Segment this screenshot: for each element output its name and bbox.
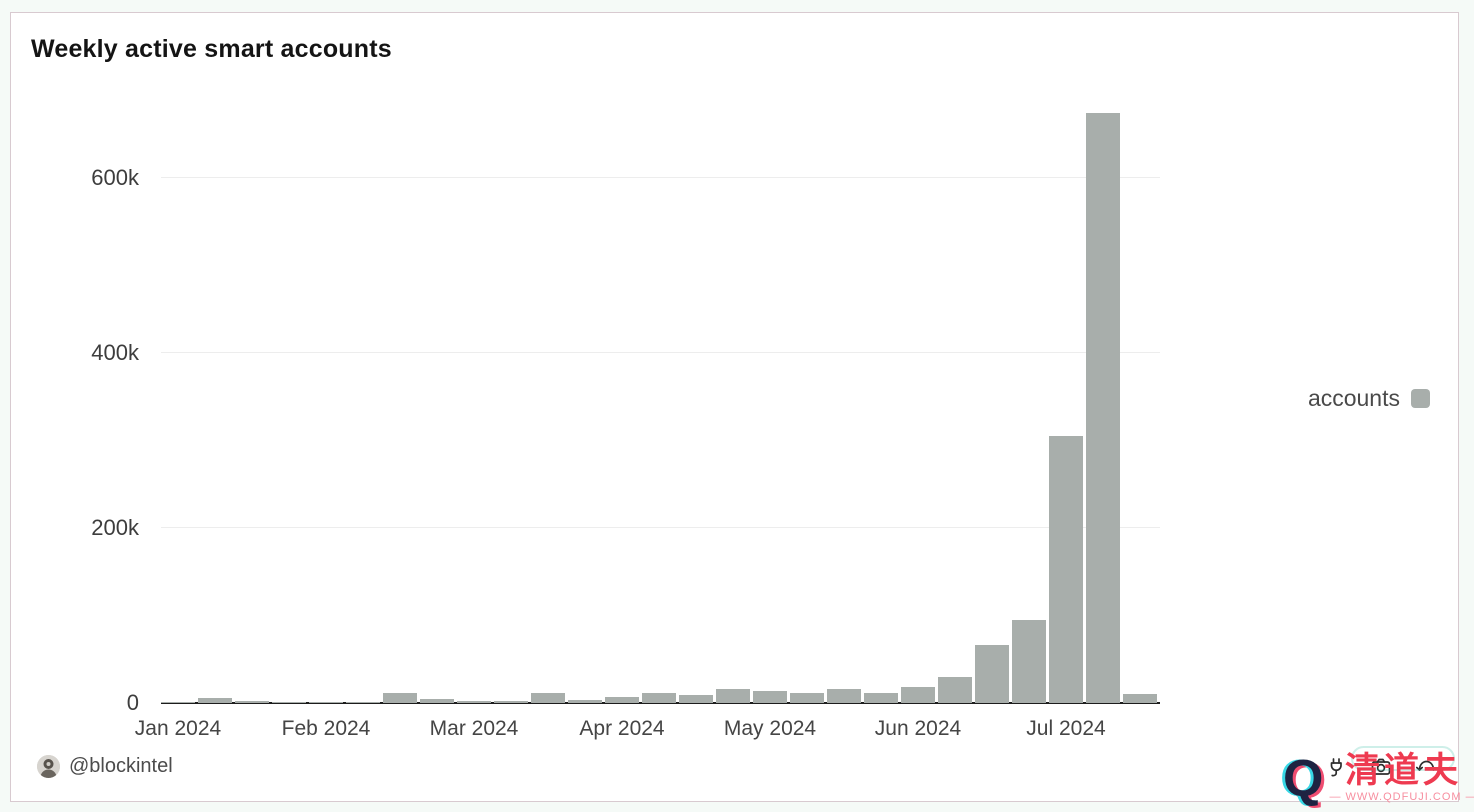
bar[interactable]	[346, 702, 380, 703]
avatar-image	[37, 755, 60, 778]
watermark-logo-q: Q	[1283, 750, 1324, 808]
x-axis-tick-label: May 2024	[723, 717, 817, 740]
watermark-text: 清道夫 — WWW.QDFUJI.COM —	[1329, 751, 1474, 803]
gridline	[161, 352, 1160, 354]
x-axis-tick-label: Feb 2024	[281, 717, 371, 740]
bar[interactable]	[753, 690, 787, 703]
watermark: Q 清道夫 — WWW.QDFUJI.COM —	[1283, 751, 1474, 807]
bar[interactable]	[383, 692, 417, 703]
bar[interactable]	[309, 702, 343, 703]
bar[interactable]	[457, 701, 491, 703]
author-handle: @blockintel	[69, 755, 173, 777]
x-axis-line	[161, 702, 1160, 704]
author-link[interactable]: @blockintel	[37, 755, 173, 778]
bar[interactable]	[827, 689, 861, 703]
gridline	[161, 177, 1160, 179]
gridline	[161, 527, 1160, 529]
y-axis-tick-label: 400k	[91, 340, 139, 366]
x-axis-tick-label: Apr 2024	[579, 717, 665, 740]
bar[interactable]	[605, 696, 639, 703]
bar[interactable]	[1123, 694, 1157, 703]
watermark-brand: 清道夫	[1345, 751, 1463, 790]
toolbar	[1323, 753, 1438, 793]
footer: @blockintel	[37, 753, 1438, 793]
bar[interactable]	[161, 702, 195, 703]
x-axis-tick-label: Jul 2024	[1026, 717, 1106, 740]
legend-swatch[interactable]	[1411, 389, 1430, 408]
bar[interactable]	[531, 693, 565, 703]
bar[interactable]	[716, 689, 750, 703]
bar[interactable]	[1012, 619, 1046, 703]
avatar[interactable]	[37, 755, 60, 778]
bar[interactable]	[901, 687, 935, 703]
plug-icon[interactable]	[1323, 753, 1348, 780]
bar[interactable]	[494, 701, 528, 703]
bar[interactable]	[642, 693, 676, 703]
legend[interactable]: accounts	[1308, 385, 1430, 412]
chart-title: Weekly active smart accounts	[31, 35, 392, 63]
bar[interactable]	[679, 695, 713, 703]
bar[interactable]	[938, 676, 972, 703]
legend-label[interactable]: accounts	[1307, 385, 1400, 411]
bar[interactable]	[272, 702, 306, 703]
bar[interactable]	[975, 645, 1009, 703]
partially-obscured-badge	[1351, 746, 1455, 771]
x-axis-labels: Jan 2024 Feb 2024 Mar 2024 Apr 2024 May 2024…	[135, 717, 1160, 749]
y-axis-tick-label: 600k	[91, 165, 139, 191]
bar[interactable]	[1086, 112, 1120, 703]
bar[interactable]	[198, 697, 232, 703]
bar[interactable]	[420, 698, 454, 703]
chart-card: Weekly active smart accounts 0 200k 400k 60…	[10, 12, 1474, 807]
plot-area	[161, 91, 1160, 704]
watermark-url: — WWW.QDFUJI.COM —	[1329, 791, 1474, 803]
y-axis-tick-label: 200k	[91, 515, 139, 541]
bar[interactable]	[235, 701, 269, 703]
x-axis-tick-label: Mar 2024	[429, 717, 519, 740]
bar[interactable]	[864, 692, 898, 703]
camera-icon[interactable]	[1368, 753, 1393, 780]
y-axis-tick-label: 0	[126, 690, 139, 715]
x-axis-tick-label: Jan 2024	[134, 717, 222, 740]
bar[interactable]	[1049, 436, 1083, 703]
undo-arrow-icon[interactable]	[1413, 753, 1438, 780]
bar[interactable]	[790, 693, 824, 703]
x-axis-tick-label: Jun 2024	[874, 717, 962, 740]
bar[interactable]	[568, 700, 602, 703]
y-axis-labels: 0 200k 400k 600k	[11, 91, 151, 715]
